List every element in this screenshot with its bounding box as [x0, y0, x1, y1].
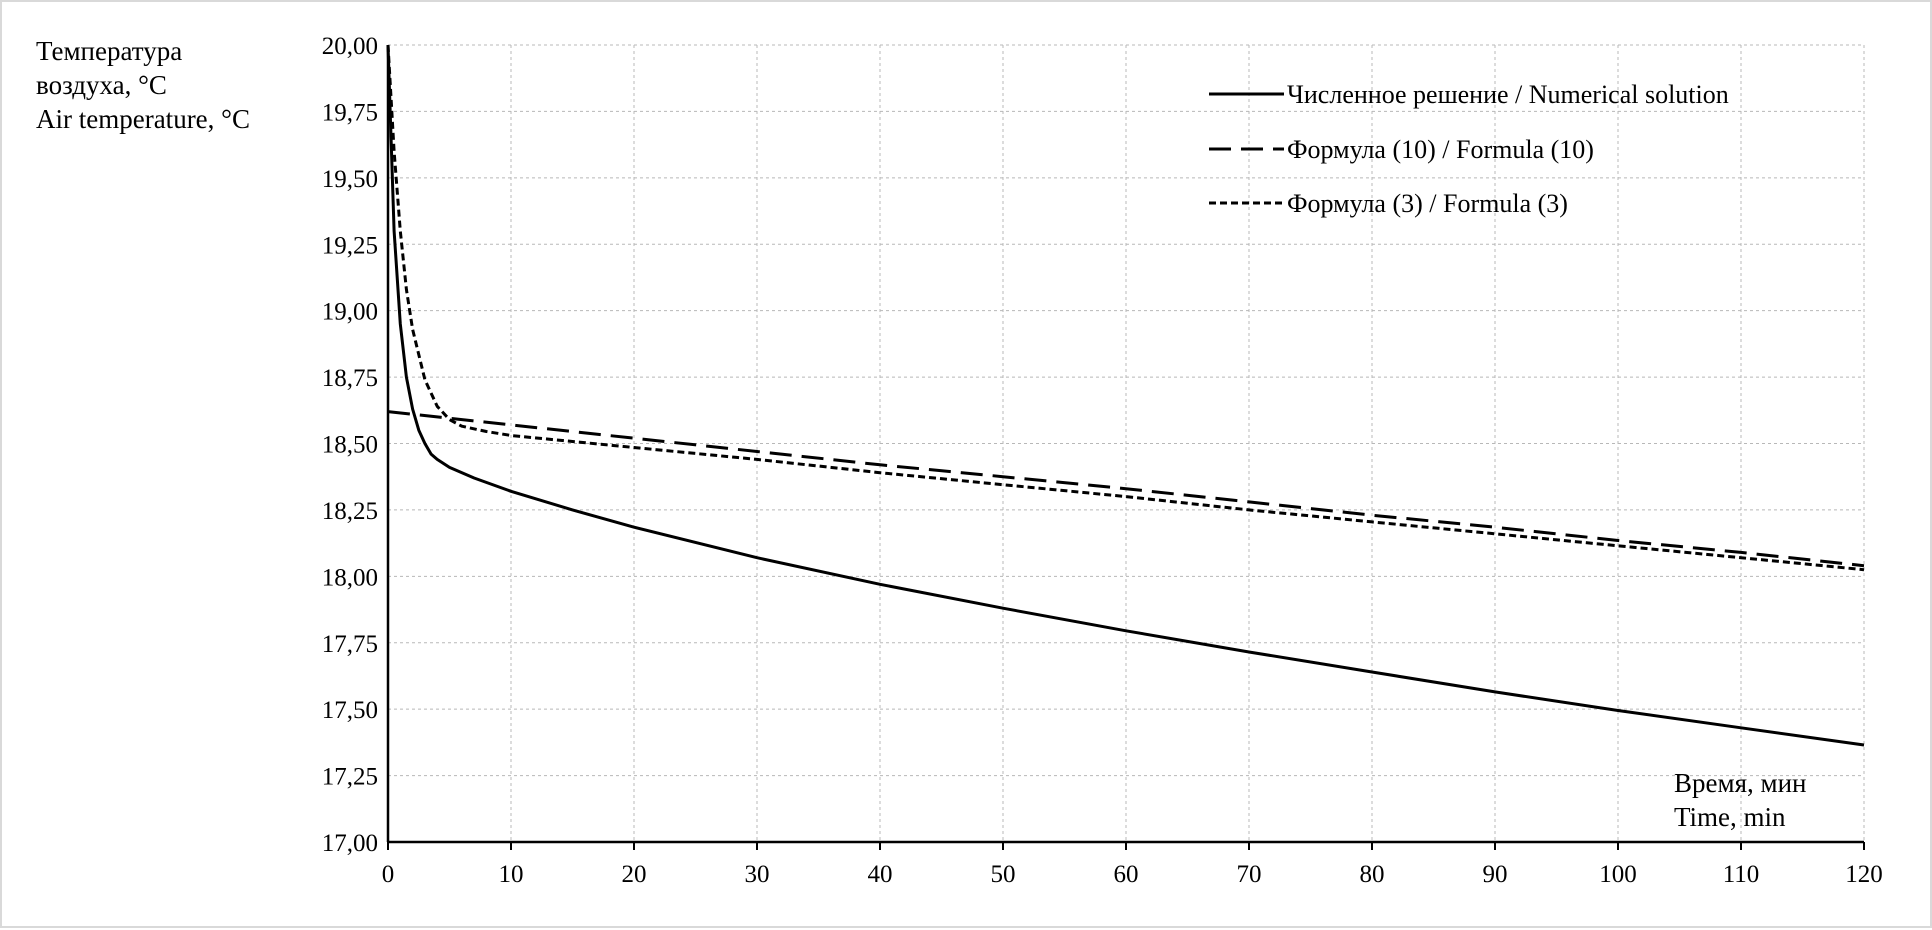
y-axis-label-line-1: Температура [36, 36, 182, 66]
y-tick-label: 17,75 [322, 631, 378, 658]
legend-label-formula-3: Формула (3) / Formula (3) [1287, 189, 1568, 218]
x-tick-label: 40 [868, 861, 893, 888]
x-tick-label: 10 [499, 861, 524, 888]
y-tick-label: 18,75 [322, 365, 378, 392]
x-tick-label: 0 [382, 861, 395, 888]
legend: Численное решение / Numerical solution Ф… [1209, 80, 1729, 218]
x-tick-label: 120 [1845, 861, 1883, 888]
x-tick-label: 80 [1360, 861, 1385, 888]
y-tick-label: 19,50 [322, 166, 378, 193]
series-line-1 [387, 410, 1865, 568]
y-tick-labels: 17,00 17,25 17,50 17,75 18,00 18,25 18,50 18,75… [322, 33, 378, 857]
series-lines [386, 44, 1865, 747]
y-axis-label-line-2: воздуха, °C [36, 70, 167, 100]
x-tick-label: 110 [1723, 861, 1760, 888]
x-tick-label: 90 [1483, 861, 1508, 888]
y-tick-label: 18,25 [322, 498, 378, 525]
axes [386, 45, 1865, 850]
legend-label-numerical: Численное решение / Numerical solution [1287, 80, 1729, 109]
y-tick-label: 19,75 [322, 99, 378, 126]
x-tick-label: 50 [991, 861, 1016, 888]
y-tick-label: 17,25 [322, 764, 378, 791]
x-axis-label-line-2: Time, min [1674, 802, 1786, 832]
y-tick-label: 19,00 [322, 299, 378, 326]
y-tick-label: 18,50 [322, 432, 378, 459]
y-tick-label: 20,00 [322, 33, 378, 60]
x-tick-label: 70 [1237, 861, 1262, 888]
y-tick-label: 17,50 [322, 697, 378, 724]
series-line-0 [386, 44, 1865, 747]
legend-label-formula-10: Формула (10) / Formula (10) [1287, 135, 1594, 164]
x-tick-label: 20 [622, 861, 647, 888]
y-axis-label-line-3: Air temperature, °C [36, 104, 250, 134]
x-tick-labels: 0 10 20 30 40 50 60 70 80 90 100 110 120 [382, 861, 1883, 888]
x-tick-label: 60 [1114, 861, 1139, 888]
grid-lines [388, 44, 1865, 842]
series-line-2 [386, 44, 1865, 572]
x-tick-label: 100 [1599, 861, 1637, 888]
x-tick-label: 30 [745, 861, 770, 888]
y-tick-label: 17,00 [322, 830, 378, 857]
x-axis-label-line-1: Время, мин [1674, 768, 1806, 798]
y-tick-label: 18,00 [322, 564, 378, 591]
y-tick-label: 19,25 [322, 232, 378, 259]
